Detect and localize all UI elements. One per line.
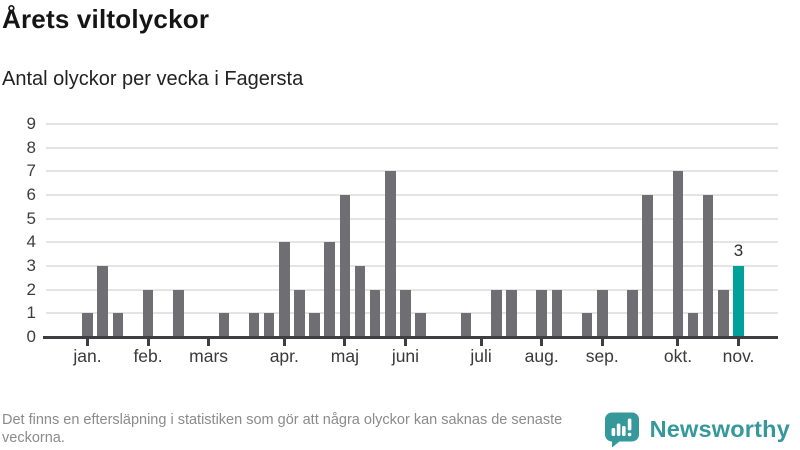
x-axis-tick — [86, 338, 89, 346]
bar — [82, 313, 93, 337]
bar — [112, 313, 124, 337]
bar-highlighted — [733, 266, 744, 337]
bar — [97, 266, 108, 337]
x-axis-month-label: jan. — [73, 346, 102, 366]
y-axis-tick-label: 2 — [26, 279, 36, 299]
bar — [627, 289, 638, 337]
bar — [551, 289, 563, 337]
bar — [354, 266, 366, 337]
y-axis-tick-label: 0 — [26, 327, 36, 346]
bar — [415, 313, 426, 337]
bar — [642, 195, 653, 337]
gridline — [46, 265, 778, 268]
x-axis-month-label: okt. — [663, 346, 693, 366]
y-axis-tick-label: 6 — [26, 185, 36, 205]
x-axis-month-label: maj — [330, 346, 359, 366]
y-axis-tick-label: 7 — [26, 161, 36, 181]
bar-value-label: 3 — [733, 241, 744, 261]
x-axis-tick — [737, 338, 741, 346]
y-axis-tick-label: 3 — [26, 256, 36, 276]
gridline — [46, 217, 778, 220]
bar — [718, 289, 729, 337]
bar — [279, 242, 290, 337]
x-axis-line — [43, 335, 778, 339]
x-axis-month-label: juni — [391, 346, 420, 366]
bar — [597, 289, 608, 337]
gridline — [46, 194, 778, 197]
x-axis-tick — [282, 338, 286, 346]
footer: Det finns en eftersläpning i statistiken… — [0, 405, 800, 450]
bar — [263, 313, 275, 337]
x-axis-tick — [343, 338, 347, 346]
gridline — [46, 123, 778, 126]
x-axis-tick — [403, 338, 407, 346]
bar — [672, 171, 684, 337]
bar — [536, 289, 547, 337]
bar — [702, 195, 714, 337]
bar — [142, 289, 154, 337]
y-axis-tick-label: 8 — [26, 137, 36, 157]
brand-name: Newsworthy — [649, 416, 790, 442]
bar — [385, 171, 396, 337]
y-axis-tick-label: 1 — [26, 303, 36, 323]
gridline — [46, 170, 778, 173]
bar — [248, 313, 260, 337]
gridline — [46, 241, 778, 244]
x-axis-tick — [676, 338, 680, 346]
x-axis-tick — [479, 338, 483, 346]
chart-subtitle: Antal olyckor per vecka i Fagersta — [2, 68, 304, 90]
gridline — [46, 288, 778, 291]
x-axis-tick — [146, 338, 150, 346]
bar — [460, 313, 472, 337]
bar — [324, 242, 335, 337]
bar — [687, 313, 699, 337]
x-axis-month-label: apr. — [269, 346, 299, 366]
bar — [400, 289, 411, 337]
x-axis-month-label: sep. — [585, 346, 619, 366]
bar — [309, 313, 320, 337]
x-axis-month-label: feb. — [133, 346, 163, 366]
y-axis-tick-label: 4 — [26, 232, 36, 252]
y-axis-tick-label: 5 — [26, 208, 36, 228]
x-axis-month-label: juli — [470, 346, 492, 366]
bar — [339, 195, 351, 337]
x-axis-tick — [600, 338, 604, 346]
newsworthy-logo: Newsworthy — [603, 411, 790, 448]
x-axis-tick — [207, 338, 211, 346]
bar — [369, 289, 381, 337]
footnote-text: Det finns en eftersläpning i statistiken… — [2, 412, 563, 446]
bar — [581, 313, 593, 337]
x-axis-month-label: nov. — [722, 346, 755, 366]
bar — [506, 289, 517, 337]
bar — [491, 289, 502, 337]
bar — [173, 289, 184, 337]
x-axis-month-label: aug. — [524, 346, 559, 366]
bar-chart-plot-area: 0 1 2 3 4 5 6 7 8 9 jan. feb. mars apr. maj juni juli aug… — [26, 114, 778, 366]
x-axis-month-label: mars — [189, 346, 229, 366]
gridline — [46, 312, 778, 315]
newsworthy-chart-bubble-icon — [604, 412, 639, 448]
y-axis-tick-label: 9 — [26, 114, 36, 134]
bar — [218, 313, 229, 337]
x-axis-tick — [540, 338, 544, 346]
gridline — [46, 146, 778, 149]
chart-title: Årets viltolyckor — [2, 4, 210, 34]
bar — [294, 289, 305, 337]
